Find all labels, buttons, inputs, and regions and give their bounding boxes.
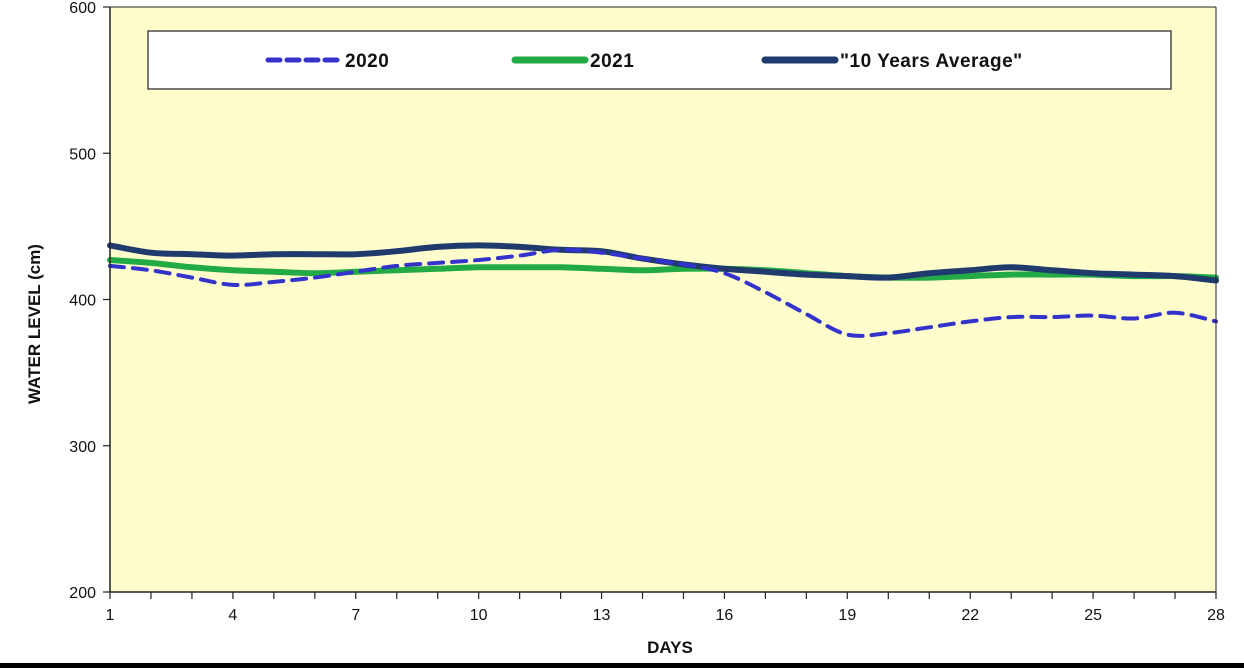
y-tick-label: 200 bbox=[69, 585, 96, 602]
x-tick-label: 16 bbox=[716, 607, 734, 624]
y-tick-label: 600 bbox=[69, 0, 96, 17]
y-tick-label: 400 bbox=[69, 293, 96, 310]
legend-label-2020: 2020 bbox=[345, 51, 389, 72]
x-tick-label: 10 bbox=[470, 607, 488, 624]
x-axis-ticks: 1 4 7 10 13 16 19 22 25 28 bbox=[106, 592, 1225, 624]
x-tick-label: 4 bbox=[228, 607, 237, 624]
x-tick-label: 13 bbox=[593, 607, 611, 624]
legend-label-2021: 2021 bbox=[590, 51, 634, 72]
legend-label-10-year-average: "10 Years Average" bbox=[840, 51, 1023, 72]
y-axis-title: WATER LEVEL (cm) bbox=[25, 244, 44, 404]
y-tick-label: 300 bbox=[69, 439, 96, 456]
x-tick-label: 28 bbox=[1207, 607, 1225, 624]
legend: 2020 2021 "10 Years Average" bbox=[147, 30, 1172, 90]
plot-background bbox=[110, 7, 1216, 592]
y-axis-ticks: 200 300 400 500 600 bbox=[69, 0, 110, 602]
series-line-2020 bbox=[108, 247, 1218, 338]
x-tick-label: 25 bbox=[1084, 607, 1102, 624]
x-tick-label: 1 bbox=[106, 607, 115, 624]
x-axis-title: DAYS bbox=[647, 638, 693, 657]
series-layer bbox=[107, 242, 1219, 338]
x-tick-label: 22 bbox=[961, 607, 979, 624]
x-tick-label: 7 bbox=[351, 607, 360, 624]
y-tick-label: 500 bbox=[69, 146, 96, 163]
x-tick-label: 19 bbox=[838, 607, 856, 624]
series-line-2021 bbox=[107, 257, 1219, 281]
